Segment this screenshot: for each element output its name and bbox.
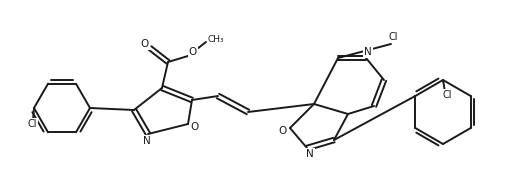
- Text: Cl: Cl: [27, 119, 37, 129]
- Text: O: O: [189, 47, 197, 57]
- Text: O: O: [141, 39, 149, 49]
- Text: N: N: [306, 149, 314, 159]
- Text: N: N: [143, 136, 151, 146]
- Text: Cl: Cl: [442, 90, 452, 100]
- Text: O: O: [279, 126, 287, 136]
- Text: O: O: [191, 122, 199, 132]
- Text: Cl: Cl: [388, 32, 398, 42]
- Text: CH₃: CH₃: [208, 34, 224, 43]
- Text: N: N: [364, 47, 372, 57]
